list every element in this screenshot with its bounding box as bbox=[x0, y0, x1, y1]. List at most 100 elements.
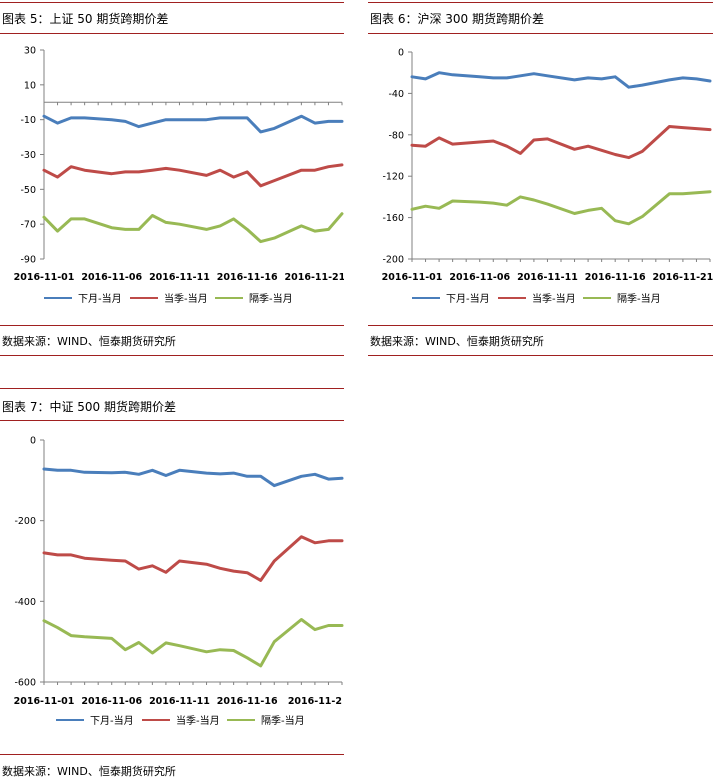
data-point bbox=[151, 652, 154, 654]
data-point bbox=[70, 165, 72, 168]
data-point bbox=[300, 115, 303, 117]
data-point bbox=[533, 199, 535, 201]
data-point bbox=[43, 169, 45, 171]
data-point bbox=[314, 473, 316, 476]
data-point bbox=[246, 228, 248, 231]
data-point bbox=[682, 77, 684, 79]
data-point bbox=[327, 228, 330, 231]
data-point bbox=[124, 471, 127, 474]
data-point bbox=[411, 76, 413, 78]
data-point bbox=[205, 651, 208, 653]
data-point bbox=[519, 75, 522, 77]
title-bottom-rule bbox=[368, 33, 713, 34]
data-point bbox=[124, 648, 127, 651]
legend-label: 当季-当月 bbox=[164, 292, 208, 305]
title-top-rule bbox=[0, 388, 344, 389]
data-point bbox=[259, 240, 262, 243]
data-point bbox=[424, 145, 427, 147]
y-tick-label: -120 bbox=[382, 172, 404, 183]
data-point bbox=[546, 138, 549, 140]
data-point bbox=[151, 469, 154, 472]
data-point bbox=[695, 192, 698, 194]
data-point bbox=[314, 122, 316, 124]
source-note: 数据来源：WIND、恒泰期货研究所 bbox=[2, 765, 176, 778]
data-point bbox=[124, 120, 127, 123]
x-tick-label: 2016-11-16 bbox=[585, 272, 646, 283]
data-point bbox=[83, 636, 86, 638]
x-tick-label: 2016-11-11 bbox=[149, 272, 210, 283]
data-point bbox=[219, 169, 221, 171]
data-point bbox=[232, 117, 235, 119]
data-point bbox=[424, 78, 427, 80]
data-point bbox=[627, 223, 630, 225]
data-point bbox=[668, 79, 671, 81]
data-point bbox=[138, 125, 140, 128]
chart-title: 图表 7：中证 500 期货跨期价差 bbox=[2, 400, 176, 414]
data-point bbox=[668, 193, 671, 195]
data-point bbox=[219, 117, 221, 119]
data-point bbox=[178, 560, 181, 562]
data-point bbox=[327, 165, 330, 168]
data-point bbox=[327, 478, 330, 480]
data-point bbox=[709, 190, 711, 193]
data-point bbox=[56, 122, 59, 124]
data-point bbox=[695, 78, 698, 80]
data-point bbox=[259, 131, 262, 133]
data-point bbox=[627, 156, 630, 159]
title-top-rule bbox=[368, 2, 713, 3]
data-point bbox=[682, 193, 684, 195]
source-top-rule bbox=[0, 754, 344, 755]
data-point bbox=[219, 648, 221, 651]
data-point bbox=[165, 167, 167, 170]
data-point bbox=[219, 225, 221, 227]
x-tick-label: 2016-11-21 bbox=[653, 272, 713, 283]
y-tick-label: -40 bbox=[388, 89, 404, 100]
data-point bbox=[70, 218, 72, 220]
data-point bbox=[219, 567, 221, 570]
y-tick-label: 10 bbox=[24, 80, 36, 91]
data-point bbox=[341, 120, 343, 123]
data-point bbox=[56, 554, 59, 556]
data-point bbox=[546, 203, 549, 205]
series-line-2 bbox=[42, 163, 344, 188]
data-point bbox=[70, 634, 72, 637]
data-point bbox=[110, 559, 113, 561]
data-point bbox=[273, 560, 276, 562]
data-point bbox=[411, 144, 413, 146]
data-point bbox=[641, 84, 644, 86]
y-tick-label: -10 bbox=[20, 115, 36, 126]
data-point bbox=[668, 125, 671, 128]
data-point bbox=[314, 169, 316, 171]
data-point bbox=[492, 77, 495, 79]
data-point bbox=[110, 471, 113, 474]
data-point bbox=[478, 141, 481, 143]
line-chart: 30 10 -10 -30 -50 -70 -90 2016-11-01 2016-11-06 2… bbox=[14, 46, 344, 306]
x-tick-label: 2016-11-16 bbox=[217, 272, 278, 283]
data-point bbox=[600, 149, 603, 152]
data-point bbox=[151, 122, 154, 124]
data-point bbox=[205, 563, 208, 565]
x-tick-label: 2016-11-01 bbox=[14, 696, 75, 707]
y-tick-label: -80 bbox=[388, 130, 404, 141]
data-point bbox=[124, 560, 127, 562]
data-point bbox=[246, 657, 248, 659]
source-note: 数据来源：WIND、恒泰期货研究所 bbox=[2, 335, 176, 348]
data-point bbox=[314, 230, 316, 232]
title-bottom-rule bbox=[0, 420, 344, 421]
legend-label: 当季-当月 bbox=[532, 292, 576, 305]
data-point bbox=[232, 570, 235, 572]
data-point bbox=[327, 120, 330, 123]
legend-label: 隔季-当月 bbox=[249, 292, 293, 305]
data-point bbox=[70, 554, 72, 556]
data-point bbox=[451, 200, 454, 202]
data-point bbox=[43, 619, 45, 622]
series-line-3 bbox=[42, 618, 344, 668]
data-point bbox=[273, 237, 276, 239]
data-point bbox=[205, 472, 208, 474]
chart-title: 图表 6：沪深 300 期货跨期价差 bbox=[370, 12, 544, 26]
data-point bbox=[341, 164, 343, 166]
data-point bbox=[219, 473, 221, 475]
data-point bbox=[165, 474, 167, 477]
data-point bbox=[492, 202, 495, 204]
y-tick-label: 0 bbox=[30, 436, 36, 447]
